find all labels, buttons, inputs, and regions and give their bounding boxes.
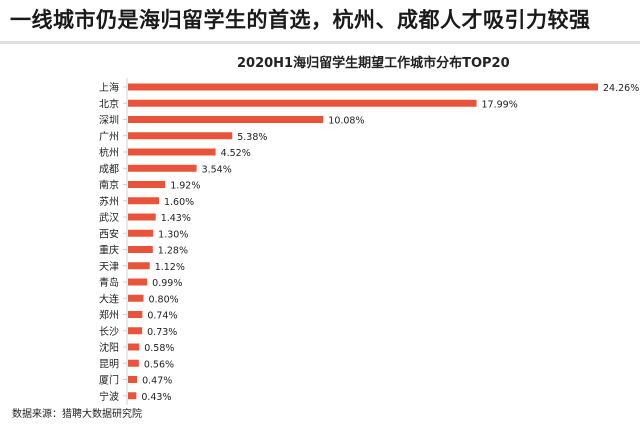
bar	[128, 132, 233, 140]
bar	[128, 197, 159, 205]
bar	[128, 376, 138, 383]
value-label: 10.08%	[328, 116, 364, 127]
page-headline: 一线城市仍是海归留学生的首选，杭州、成都人才吸引力较强	[10, 8, 591, 32]
bar	[128, 83, 598, 91]
value-label: 0.58%	[144, 343, 174, 354]
category-label: 西安	[99, 227, 119, 240]
value-label: 1.43%	[161, 213, 191, 224]
bar	[128, 392, 137, 400]
category-label: 长沙	[99, 326, 119, 338]
data-source-note: 数据来源：猎聘大数据研究院	[12, 409, 142, 420]
category-label: 宁波	[99, 390, 119, 403]
category-label: 武汉	[99, 211, 119, 224]
category-label: 苏州	[99, 195, 119, 208]
category-label: 重庆	[99, 244, 119, 257]
category-label: 昆明	[99, 358, 119, 370]
category-label: 青岛	[99, 276, 119, 289]
value-label: 0.80%	[148, 294, 178, 305]
category-label: 南京	[99, 179, 119, 192]
category-label: 天津	[99, 261, 119, 273]
category-label: 成都	[99, 163, 119, 175]
value-label: 3.54%	[202, 164, 232, 175]
bar	[128, 99, 477, 107]
chart-title: 2020H1海归留学生期望工作城市分布TOP20	[237, 56, 510, 71]
value-label: 1.30%	[158, 229, 188, 240]
category-label: 北京	[99, 97, 119, 110]
bar	[128, 278, 148, 286]
bar	[128, 164, 197, 172]
bar	[128, 327, 143, 335]
headline-divider	[0, 41, 640, 44]
bar	[128, 262, 150, 270]
value-label: 1.92%	[170, 181, 200, 192]
bar	[128, 311, 143, 318]
category-label: 广州	[99, 131, 119, 143]
category-label: 上海	[99, 81, 119, 94]
value-label: 0.74%	[147, 311, 177, 322]
bar	[128, 294, 144, 302]
category-label: 杭州	[99, 146, 119, 159]
value-label: 1.60%	[164, 197, 194, 208]
bar	[128, 229, 154, 237]
value-label: 4.52%	[221, 148, 251, 159]
bar	[128, 148, 216, 156]
bar	[128, 213, 156, 221]
value-label: 17.99%	[482, 99, 518, 110]
category-label: 大连	[99, 292, 119, 305]
value-label: 0.43%	[141, 392, 171, 403]
bar	[128, 246, 153, 253]
bar	[128, 343, 140, 351]
value-label: 0.56%	[144, 359, 174, 370]
category-label: 郑州	[99, 309, 119, 322]
category-label: 深圳	[99, 115, 119, 127]
value-label: 24.26%	[603, 83, 639, 94]
value-label: 1.28%	[158, 246, 188, 257]
value-label: 0.99%	[152, 278, 182, 289]
category-label: 沈阳	[99, 341, 119, 354]
bar	[128, 359, 139, 367]
bar	[128, 116, 324, 123]
category-label: 厦门	[99, 374, 119, 387]
value-label: 0.73%	[147, 327, 177, 338]
value-label: 1.12%	[155, 262, 185, 273]
value-label: 0.47%	[142, 376, 172, 387]
value-label: 5.38%	[237, 132, 267, 143]
bar	[128, 181, 166, 188]
